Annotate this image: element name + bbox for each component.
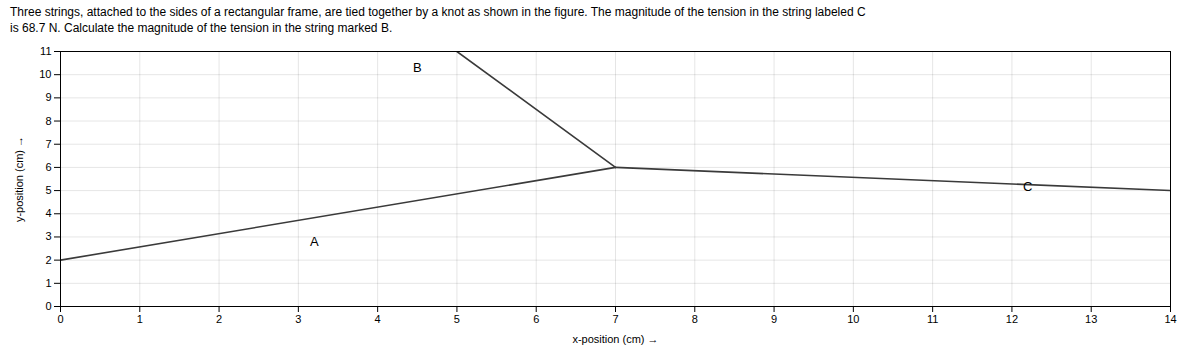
svg-text:0: 0 — [45, 300, 51, 312]
svg-text:13: 13 — [1085, 313, 1097, 325]
svg-text:10: 10 — [847, 313, 859, 325]
html-text:Three strings, attached to the: Three strings, attached to the sides of … — [10, 5, 866, 19]
svg-text:y-position (cm) →: y-position (cm) → — [13, 136, 25, 222]
svg-text:3: 3 — [295, 313, 301, 325]
svg-text:12: 12 — [1006, 313, 1018, 325]
svg-text:6: 6 — [533, 313, 539, 325]
svg-text:7: 7 — [612, 313, 618, 325]
svg-text:8: 8 — [692, 313, 698, 325]
svg-text:1: 1 — [45, 277, 51, 289]
svg-text:6: 6 — [45, 161, 51, 173]
svg-text:5: 5 — [454, 313, 460, 325]
svg-text:1: 1 — [137, 313, 143, 325]
svg-text:4: 4 — [375, 313, 381, 325]
svg-text:9: 9 — [45, 91, 51, 103]
svg-text:14: 14 — [1164, 313, 1176, 325]
svg-text:3: 3 — [45, 230, 51, 242]
svg-text:7: 7 — [45, 138, 51, 150]
svg-text:2: 2 — [45, 254, 51, 266]
svg-text:B: B — [413, 60, 422, 75]
svg-text:11: 11 — [927, 313, 938, 325]
html-text:is 68.7 N. Calculate the magni: is 68.7 N. Calculate the magnitude of th… — [10, 21, 393, 35]
svg-text:5: 5 — [45, 184, 51, 196]
svg-text:11: 11 — [40, 45, 51, 57]
svg-text:2: 2 — [216, 313, 222, 325]
svg-text:10: 10 — [39, 68, 51, 80]
svg-text:x-position (cm) →: x-position (cm) → — [572, 333, 658, 345]
svg-text:8: 8 — [45, 115, 51, 127]
svg-text:4: 4 — [45, 207, 51, 219]
svg-text:0: 0 — [57, 313, 63, 325]
svg-text:9: 9 — [771, 313, 777, 325]
svg-text:C: C — [1023, 179, 1032, 194]
svg-text:A: A — [310, 234, 319, 249]
